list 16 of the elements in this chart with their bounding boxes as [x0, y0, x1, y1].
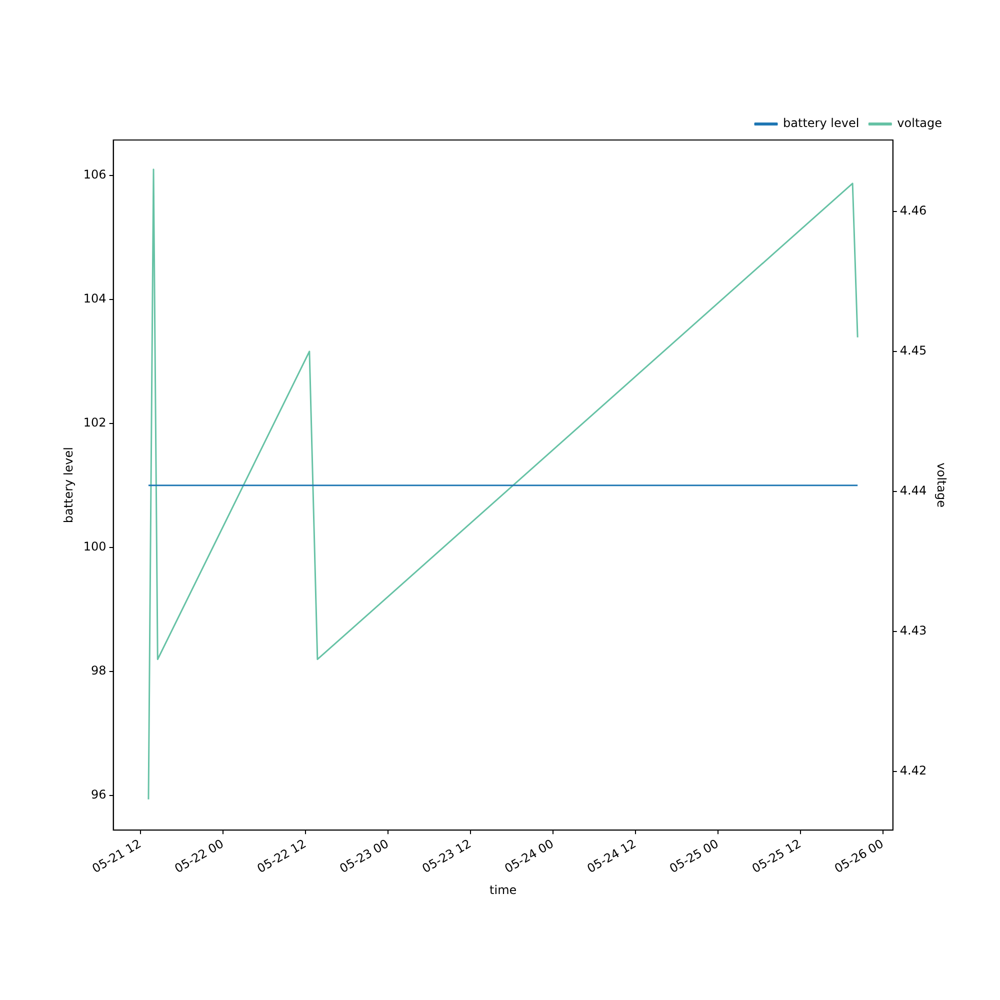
x-axis-title: time [490, 882, 517, 897]
legend-label: battery level [783, 116, 860, 130]
y2-tick-label: 4.42 [900, 763, 927, 778]
y-tick-label: 100 [83, 540, 106, 554]
legend-label: voltage [897, 116, 942, 130]
y-tick-label: 104 [83, 291, 106, 306]
y2-tick-label: 4.45 [900, 344, 927, 358]
y2-tick-label: 4.46 [900, 204, 927, 218]
y-tick-label: 98 [91, 664, 106, 678]
y-tick-label: 106 [83, 167, 106, 182]
y-tick-label: 102 [83, 416, 106, 430]
y-tick-label: 96 [91, 788, 106, 802]
y2-tick-label: 4.44 [900, 484, 927, 498]
y-axis-title: battery level [61, 447, 76, 524]
y2-tick-label: 4.43 [900, 623, 927, 638]
y2-axis-title: voltage [934, 462, 949, 508]
